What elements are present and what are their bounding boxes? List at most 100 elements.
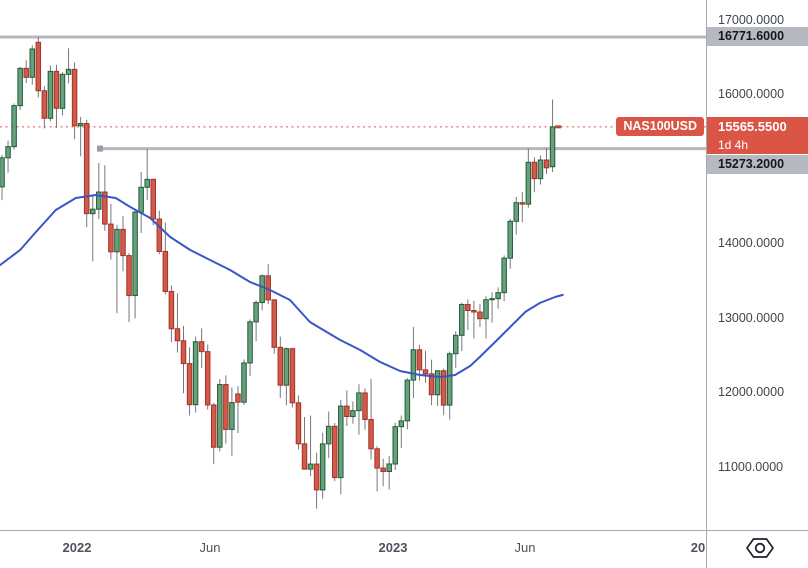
candle-body [217, 384, 223, 448]
candle-body [271, 299, 277, 348]
candle-body [17, 67, 23, 107]
candle-body [192, 341, 199, 406]
candle-body [186, 363, 193, 406]
chart-pane[interactable]: NAS100USD [0, 0, 707, 530]
ray-handle[interactable] [97, 145, 103, 152]
candle-body [132, 211, 138, 297]
candle-body [380, 467, 386, 473]
candle-body [338, 405, 344, 479]
candle-body [96, 191, 102, 210]
price-tick-label: 13000.0000 [718, 310, 785, 325]
candle-body [495, 292, 501, 300]
candle-body [392, 426, 398, 465]
candle-body [241, 362, 247, 403]
candle-body [489, 298, 495, 301]
current-price-value: 15565.5500 [718, 119, 787, 135]
price-tick-label: 14000.0000 [718, 236, 785, 251]
time-axis-label: Jun [514, 540, 536, 555]
candle-body [0, 157, 5, 188]
candle-body [398, 420, 405, 428]
price-level-badge-low: 15273.2000 [707, 155, 808, 175]
ma-line [0, 194, 564, 378]
candle-body [319, 443, 326, 491]
candle-body [59, 73, 66, 109]
candle-body [525, 161, 532, 205]
time-axis-label: Jun [199, 540, 221, 555]
price-axis[interactable]: 17000.0000 16000.0000 14000.0000 13000.0000… [706, 0, 808, 568]
chart-canvas[interactable] [0, 0, 707, 530]
candle-body [53, 70, 60, 109]
candle-body [519, 202, 526, 205]
price-tick-label: 17000.0000 [718, 12, 785, 27]
candle-body [416, 349, 423, 371]
candle-body [465, 303, 471, 312]
candle-body [174, 328, 181, 342]
candle-body [434, 370, 441, 396]
candle-body [211, 404, 217, 448]
candle-body [350, 410, 356, 418]
candle-body [453, 334, 459, 355]
candle-body [410, 349, 417, 381]
candle-body [47, 70, 54, 119]
candle-body [289, 348, 296, 404]
candle-body [356, 392, 362, 412]
candle-body [11, 105, 17, 148]
candle-body [35, 41, 42, 92]
settings-icon[interactable] [744, 535, 776, 561]
candle-body [126, 255, 132, 297]
candle-body [386, 463, 392, 473]
candle-body [483, 299, 489, 320]
candle-body [65, 68, 72, 75]
candle-body [374, 448, 380, 469]
candle-body [77, 123, 84, 127]
candle-body [235, 393, 241, 403]
candle-body [168, 290, 175, 330]
candle-body [253, 302, 259, 323]
candle-body [102, 191, 108, 225]
candle-body [138, 186, 144, 213]
candle-body [114, 228, 120, 253]
candle-body [23, 67, 29, 78]
candle-body [446, 353, 453, 406]
candle-body [90, 208, 96, 215]
candle-body [120, 228, 126, 257]
time-axis-label: 2022 [62, 540, 92, 555]
price-tick-label: 16000.0000 [718, 87, 785, 102]
time-axis[interactable]: 2022 Jun 2023 Jun 20 [0, 530, 808, 568]
candle-body [537, 159, 544, 180]
candle-body [543, 159, 550, 169]
candle-body [362, 392, 368, 421]
candle-body [368, 419, 374, 450]
candle-body [501, 257, 507, 294]
candle-body [428, 373, 435, 396]
candle-body [223, 384, 229, 430]
candle-body [549, 126, 556, 168]
price-tick-label: 11000.0000 [718, 459, 784, 474]
candle-body [150, 178, 156, 220]
candle-body [5, 146, 11, 159]
bar-countdown: 1d 4h [718, 138, 749, 153]
candle-body [325, 425, 332, 445]
candle-body [471, 310, 477, 313]
candle-body [144, 178, 150, 188]
candle-body [307, 463, 314, 470]
candle-body [440, 370, 447, 406]
candle-body [229, 402, 235, 430]
current-price-badge: 15565.5500 1d 4h [707, 117, 808, 155]
candle-body [531, 161, 538, 180]
candle-body [204, 351, 211, 406]
candle-body [29, 48, 35, 78]
candle-body [332, 425, 338, 479]
candle-body [71, 68, 78, 127]
candle-body [422, 369, 429, 375]
candle-body [162, 250, 169, 292]
candle-body [313, 463, 320, 491]
last-price-marker [555, 125, 562, 129]
time-axis-label: 2023 [378, 540, 408, 555]
candle-body [459, 303, 465, 336]
candle-body [301, 443, 308, 470]
candle-body [477, 311, 483, 320]
candle-body [513, 202, 519, 222]
time-axis-label: 20 [690, 540, 706, 555]
